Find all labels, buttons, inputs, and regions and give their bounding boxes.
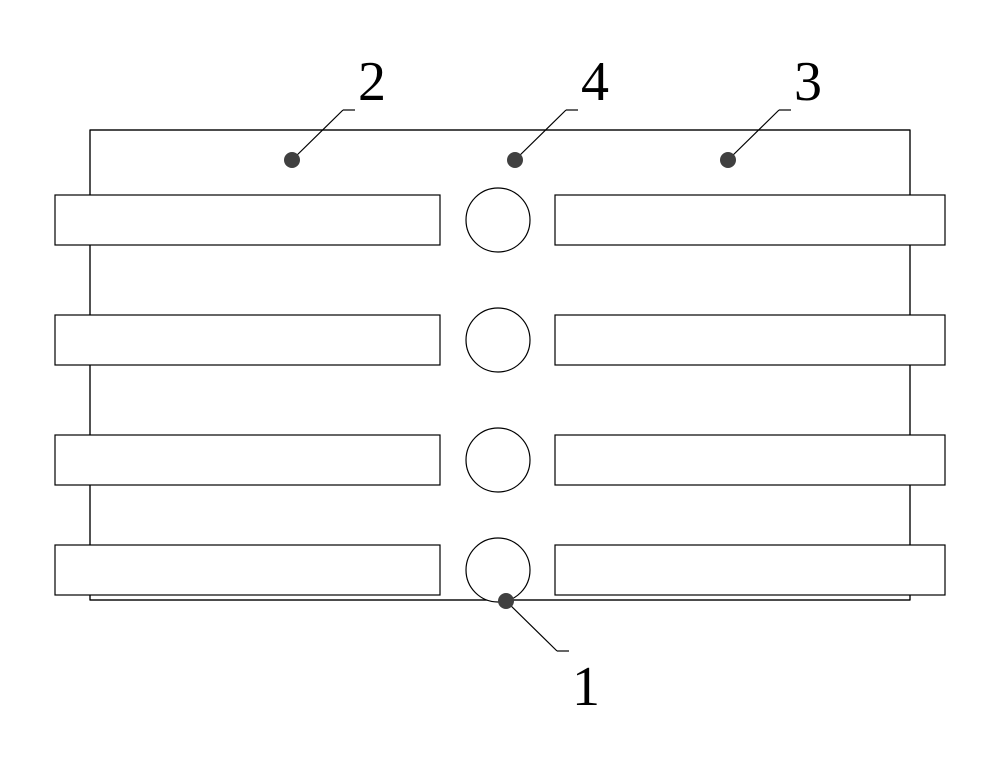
- callout-label-3: 3: [794, 50, 822, 114]
- diagram-canvas: 2 4 3 1: [0, 0, 1000, 776]
- diagram-svg: [0, 0, 1000, 776]
- callout-label-4: 4: [581, 50, 609, 114]
- callout-label-1: 1: [572, 655, 600, 719]
- callout-label-2: 2: [358, 50, 386, 114]
